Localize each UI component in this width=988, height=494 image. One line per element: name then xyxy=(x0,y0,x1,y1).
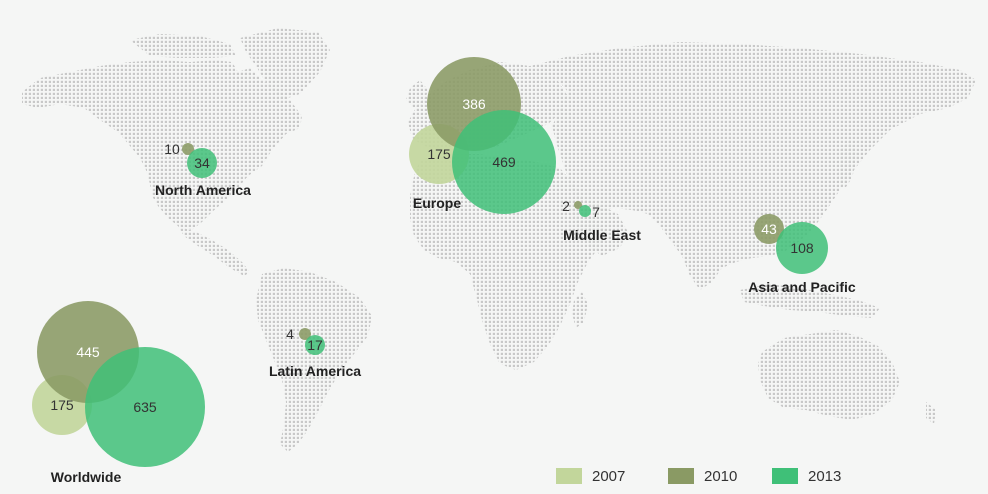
uk-ireland xyxy=(406,80,428,108)
middle-east-bubble-2010 xyxy=(574,201,582,209)
legend-label-2010: 2010 xyxy=(704,467,738,485)
north-america-bubble-2013 xyxy=(187,148,217,178)
worldwide-region-label: Worldwide xyxy=(51,469,122,485)
europe-value-2007: 175 xyxy=(427,146,451,162)
legend-item-2007: 2007 xyxy=(556,466,625,486)
asia-and-pacific-region-label: Asia and Pacific xyxy=(748,279,856,295)
worldwide-value-2010: 445 xyxy=(76,344,100,360)
region-labels-layer: North America Europe Middle East Asia and P… xyxy=(51,182,856,485)
asia-landmass xyxy=(530,42,976,290)
latin-america-value-2010: 4 xyxy=(286,326,294,342)
north-america-bubble-2010 xyxy=(182,143,194,155)
middle-east-bubble-2013 xyxy=(579,205,591,217)
europe-bubble-2013 xyxy=(452,110,556,214)
africa-landmass xyxy=(410,154,608,370)
europe-value-2010: 386 xyxy=(462,96,486,112)
latin-america-value-2013: 17 xyxy=(307,337,323,353)
middle-east-value-2013: 7 xyxy=(592,204,600,220)
new-zealand xyxy=(926,402,936,424)
middle-east-region-label: Middle East xyxy=(563,227,641,243)
latin-america-region-label: Latin America xyxy=(269,363,361,379)
latin-america-bubble-2010 xyxy=(299,328,311,340)
legend-item-2013: 2013 xyxy=(772,466,841,486)
asia-and-pacific-value-2013: 108 xyxy=(790,240,814,256)
asia-and-pacific-bubble-2013 xyxy=(776,222,828,274)
value-labels-layer: 10 34 175 386 469 2 7 43 108 4 17 175 445 635 xyxy=(50,96,814,415)
japan xyxy=(838,140,858,190)
bubbles-layer xyxy=(32,57,828,467)
southeast-asia-islands xyxy=(740,284,880,318)
europe-region-label: Europe xyxy=(413,195,461,211)
worldwide-bubble-2013 xyxy=(85,347,205,467)
legend-swatch-2007 xyxy=(556,468,582,484)
madagascar xyxy=(572,292,588,328)
north-america-value-2010: 10 xyxy=(164,141,180,157)
legend-swatch-2010 xyxy=(668,468,694,484)
north-america-value-2013: 34 xyxy=(194,155,210,171)
worldwide-value-2007: 175 xyxy=(50,397,74,413)
australia-landmass xyxy=(758,330,900,420)
legend-item-2010: 2010 xyxy=(668,466,737,486)
south-america-landmass xyxy=(256,268,372,452)
legend-label-2007: 2007 xyxy=(592,467,626,485)
middle-east-value-2010: 2 xyxy=(562,198,570,214)
asia-and-pacific-bubble-2010 xyxy=(754,214,784,244)
greenland xyxy=(240,28,330,100)
latin-america-bubble-2013 xyxy=(305,335,325,355)
europe-value-2013: 469 xyxy=(492,154,516,170)
legend-swatch-2013 xyxy=(772,468,798,484)
legend-label-2013: 2013 xyxy=(808,467,842,485)
worldwide-value-2013: 635 xyxy=(133,399,157,415)
asia-and-pacific-value-2010: 43 xyxy=(761,221,777,237)
north-america-region-label: North America xyxy=(155,182,251,198)
central-america xyxy=(178,226,250,276)
arctic-islands xyxy=(130,34,236,58)
north-america-landmass xyxy=(22,60,302,230)
